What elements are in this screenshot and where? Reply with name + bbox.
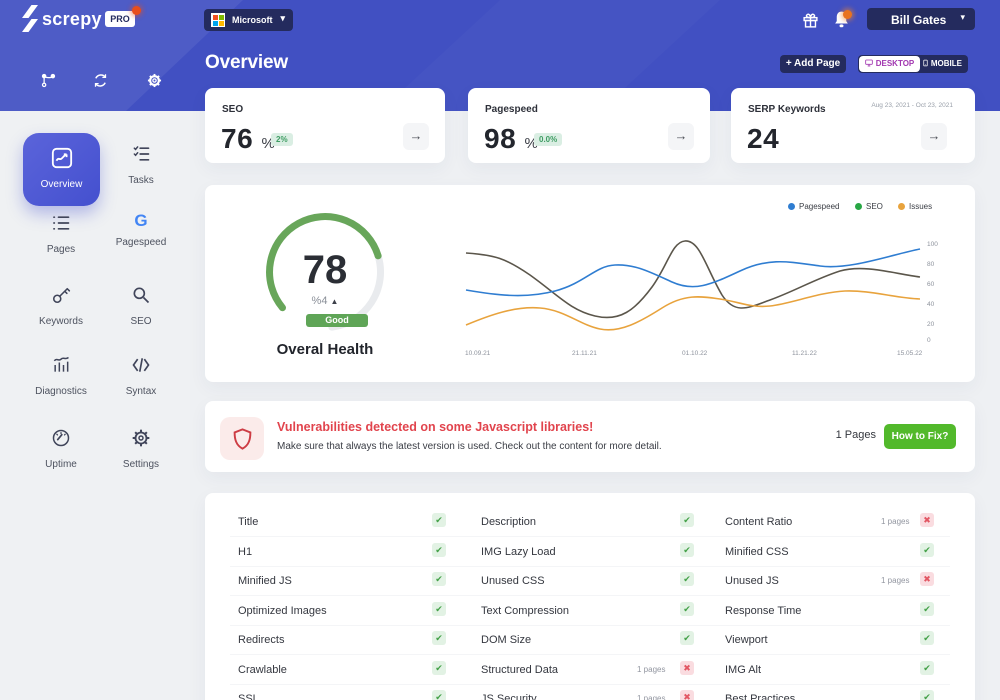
svg-text:80: 80: [927, 261, 935, 268]
svg-text:60: 60: [927, 281, 935, 288]
svg-text:20: 20: [927, 321, 935, 328]
svg-text:100: 100: [927, 241, 938, 248]
svg-text:10.09.21: 10.09.21: [465, 350, 491, 357]
svg-text:40: 40: [927, 301, 935, 308]
svg-text:01.10.22: 01.10.22: [682, 350, 708, 357]
svg-text:0: 0: [927, 337, 931, 344]
svg-text:21.11.21: 21.11.21: [572, 350, 597, 357]
svg-text:15.05.22: 15.05.22: [897, 350, 923, 357]
svg-text:11.21.22: 11.21.22: [792, 350, 817, 357]
